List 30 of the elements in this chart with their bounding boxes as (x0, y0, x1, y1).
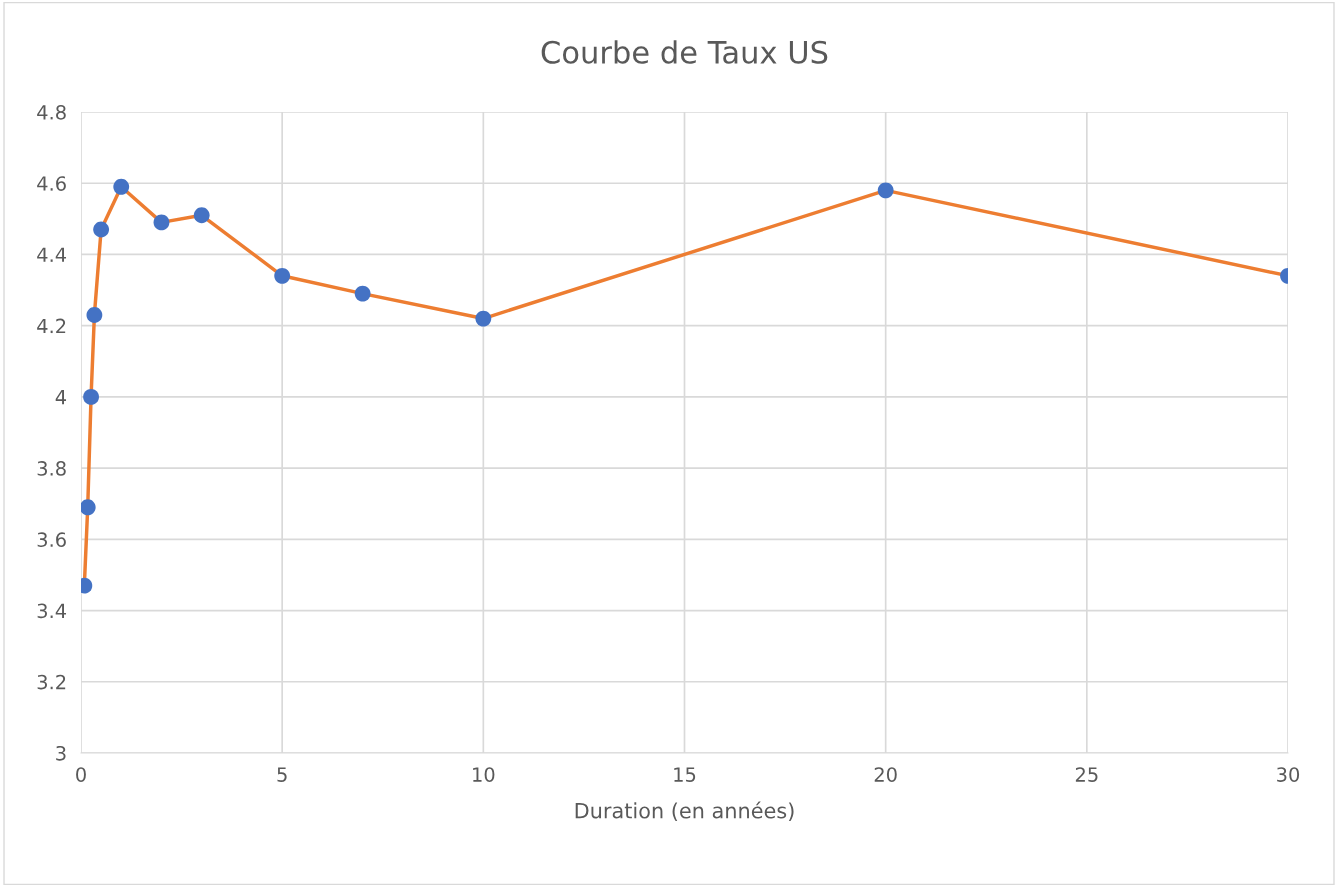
y-tick-label: 3.8 (37, 461, 66, 476)
y-tick-label: 4.6 (37, 176, 66, 191)
point (153, 214, 170, 231)
point (354, 285, 371, 302)
y-tick-label: 4.4 (37, 247, 67, 262)
x-tick-label: 0 (76, 767, 86, 782)
point (81, 499, 96, 516)
y-tick-label: 3 (56, 745, 66, 761)
y-tick-label: 3.4 (37, 603, 67, 619)
y-tick-label: 4 (55, 390, 67, 405)
x-tick-label: 5 (277, 767, 287, 782)
y-tick-label: 4.2 (37, 318, 66, 334)
x-tick-label: 10 (473, 767, 495, 782)
x-axis-title: Duration (en années) (575, 801, 794, 821)
point (274, 267, 291, 284)
chart-title: Courbe de Taux US (541, 40, 828, 64)
x-tick-label: 15 (674, 767, 696, 782)
y-tick-label: 3.2 (37, 674, 66, 690)
x-tick-label: 20 (874, 767, 897, 782)
point (86, 307, 103, 323)
point (877, 182, 894, 199)
x-tick-label: 25 (1075, 767, 1098, 782)
y-tick-label: 3.6 (37, 532, 66, 547)
point (475, 310, 492, 327)
point (193, 207, 210, 224)
point (113, 178, 130, 195)
point (93, 221, 110, 238)
x-tick-label: 30 (1277, 767, 1300, 782)
point (83, 388, 99, 405)
y-tick-label: 4.8 (37, 104, 66, 120)
